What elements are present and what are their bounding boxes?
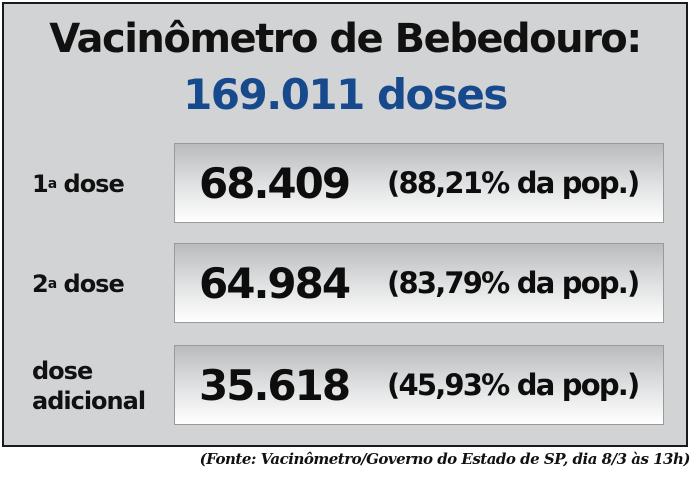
second-dose-value-box: 64.984 (83,79% da pop.) — [174, 243, 664, 323]
additional-dose-percent: (45,93% da pop.) — [387, 368, 640, 402]
first-dose-count: 68.409 — [199, 158, 351, 208]
label-number: 1 — [32, 170, 49, 198]
additional-dose-count: 35.618 — [199, 360, 351, 410]
first-dose-percent: (88,21% da pop.) — [387, 166, 640, 200]
additional-dose-label: dose adicional — [32, 345, 172, 427]
panel-title: Vacinômetro de Bebedouro: — [49, 16, 642, 62]
label-ordinal: a — [47, 276, 58, 292]
row-additional-dose: dose adicional 35.618 (45,93% da pop.) — [4, 345, 686, 427]
label-number: 2 — [32, 270, 49, 298]
label-text: dose — [56, 170, 125, 198]
label-text: dose — [56, 270, 125, 298]
label-line-2: adicional — [32, 387, 146, 415]
vaccinometer-panel: Vacinômetro de Bebedouro: 169.011 doses … — [2, 2, 688, 447]
total-doses: 169.011 doses — [183, 70, 508, 119]
additional-dose-value-box: 35.618 (45,93% da pop.) — [174, 345, 664, 425]
second-dose-count: 64.984 — [199, 258, 351, 308]
label-line-1: dose — [32, 357, 93, 385]
source-credit: (Fonte: Vacinômetro/Governo do Estado de… — [199, 450, 691, 468]
first-dose-value-box: 68.409 (88,21% da pop.) — [174, 143, 664, 223]
second-dose-percent: (83,79% da pop.) — [387, 266, 640, 300]
label-ordinal: a — [47, 176, 58, 192]
